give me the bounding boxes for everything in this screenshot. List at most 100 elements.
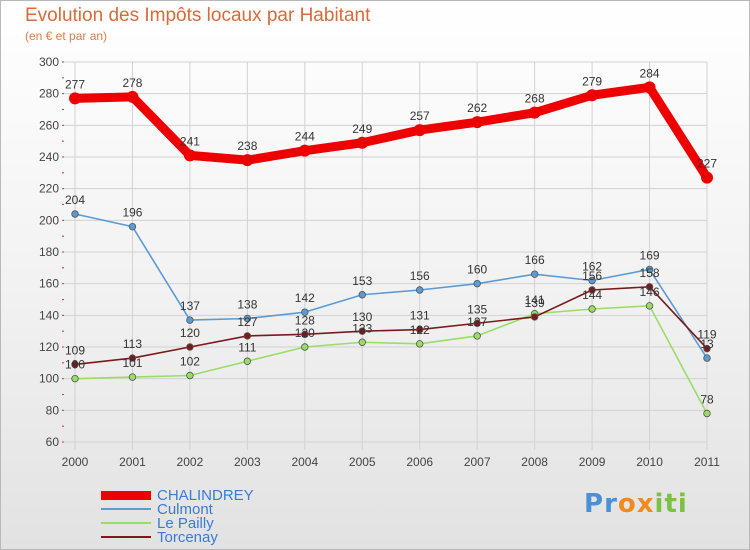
data-point: [645, 265, 654, 274]
data-label: 153: [352, 274, 372, 288]
y-tick-label: 120: [39, 340, 59, 354]
x-tick-label: 2005: [349, 455, 376, 469]
data-point: [530, 270, 539, 278]
x-tick-label: 2007: [464, 455, 491, 469]
data-point: [301, 330, 309, 339]
data-label: 257: [410, 109, 430, 123]
x-tick-label: 2008: [521, 455, 548, 469]
data-label: 262: [467, 101, 487, 115]
data-point: [413, 124, 426, 137]
data-point: [128, 354, 137, 362]
x-tick-label: 2011: [694, 455, 720, 469]
data-label: 13: [700, 337, 714, 351]
data-label: 100: [65, 358, 85, 372]
data-point: [588, 276, 596, 285]
data-point: [416, 325, 424, 334]
data-point: [243, 332, 252, 340]
data-label: 279: [582, 74, 602, 88]
data-point: [473, 279, 481, 288]
legend-label: Culmont: [157, 500, 213, 518]
data-point: [128, 373, 137, 381]
logo-letter: o: [617, 489, 637, 519]
series-line: [74, 213, 708, 359]
legend-label: Torcenay: [157, 528, 218, 546]
legend-item-torcenay: Torcenay: [101, 529, 218, 545]
legend-item-culmont: Culmont: [101, 501, 213, 517]
data-label: 119: [697, 328, 716, 342]
data-point: [186, 371, 194, 380]
data-point: [358, 291, 366, 299]
chart-title: Evolution des Impôts locaux par Habitant: [25, 5, 371, 26]
data-label: 138: [237, 298, 257, 312]
data-label: 249: [352, 122, 372, 136]
data-label: 204: [65, 193, 85, 207]
data-point: [241, 154, 254, 167]
data-label: 146: [640, 285, 660, 299]
data-label: 196: [122, 206, 142, 220]
x-tick-label: 2010: [636, 455, 663, 469]
legend-label: Le Pailly: [157, 514, 214, 532]
x-tick-label: 2003: [234, 455, 261, 469]
data-point: [645, 302, 654, 310]
data-point: [71, 210, 79, 218]
data-point: [186, 343, 194, 351]
legend-label: CHALINDREY: [157, 486, 254, 504]
data-label: 241: [180, 134, 200, 148]
data-label: 122: [410, 323, 430, 337]
data-point: [183, 149, 196, 162]
data-label: 169: [640, 248, 660, 262]
data-label: 127: [467, 315, 487, 329]
logo-letter: i: [677, 489, 688, 519]
data-label: 109: [65, 343, 85, 357]
data-label: 102: [180, 355, 200, 369]
proxiti-logo: Proxiti: [584, 489, 688, 519]
data-point: [69, 92, 81, 105]
data-label: 160: [467, 263, 487, 277]
series-line: [70, 82, 712, 183]
y-tick-label: 240: [39, 150, 59, 164]
data-point: [243, 314, 252, 323]
data-label: 120: [180, 326, 200, 340]
x-tick-label: 2006: [406, 455, 433, 469]
data-point: [586, 89, 599, 102]
data-label: 227: [697, 157, 717, 171]
data-point: [298, 144, 311, 157]
logo-letter: t: [664, 489, 678, 519]
data-point: [471, 116, 484, 129]
data-point: [473, 319, 481, 327]
x-tick-label: 2004: [291, 455, 318, 469]
y-tick-label: 300: [39, 55, 59, 69]
data-point: [703, 344, 711, 353]
data-label: 101: [122, 356, 142, 370]
data-point: [473, 332, 481, 340]
y-tick-label: 260: [39, 118, 59, 132]
data-point: [528, 106, 541, 119]
data-point: [703, 354, 711, 362]
data-label: 156: [582, 269, 602, 283]
y-tick-label: 100: [39, 372, 59, 386]
legend-swatch: [101, 508, 151, 510]
data-point: [530, 313, 539, 321]
data-label: 137: [180, 299, 200, 313]
logo-letter: P: [584, 489, 605, 519]
data-point: [301, 343, 309, 351]
data-label: 158: [640, 266, 660, 280]
data-label: 113: [123, 337, 142, 351]
data-point: [416, 286, 424, 294]
data-point: [643, 81, 656, 94]
x-tick-label: 2009: [579, 455, 606, 469]
data-point: [128, 222, 137, 231]
y-tick-label: 200: [39, 213, 59, 227]
data-point: [416, 340, 424, 348]
y-tick-label: 160: [39, 277, 59, 291]
data-label: 120: [295, 326, 315, 340]
y-tick-label: 220: [39, 182, 59, 196]
data-point: [126, 90, 139, 103]
data-label: 78: [700, 393, 714, 407]
legend-swatch: [101, 522, 151, 524]
data-label: 142: [295, 291, 315, 305]
data-label: 127: [237, 315, 257, 329]
legend-item-chalindrey: CHALINDREY: [101, 487, 254, 503]
data-label: 284: [640, 66, 660, 80]
